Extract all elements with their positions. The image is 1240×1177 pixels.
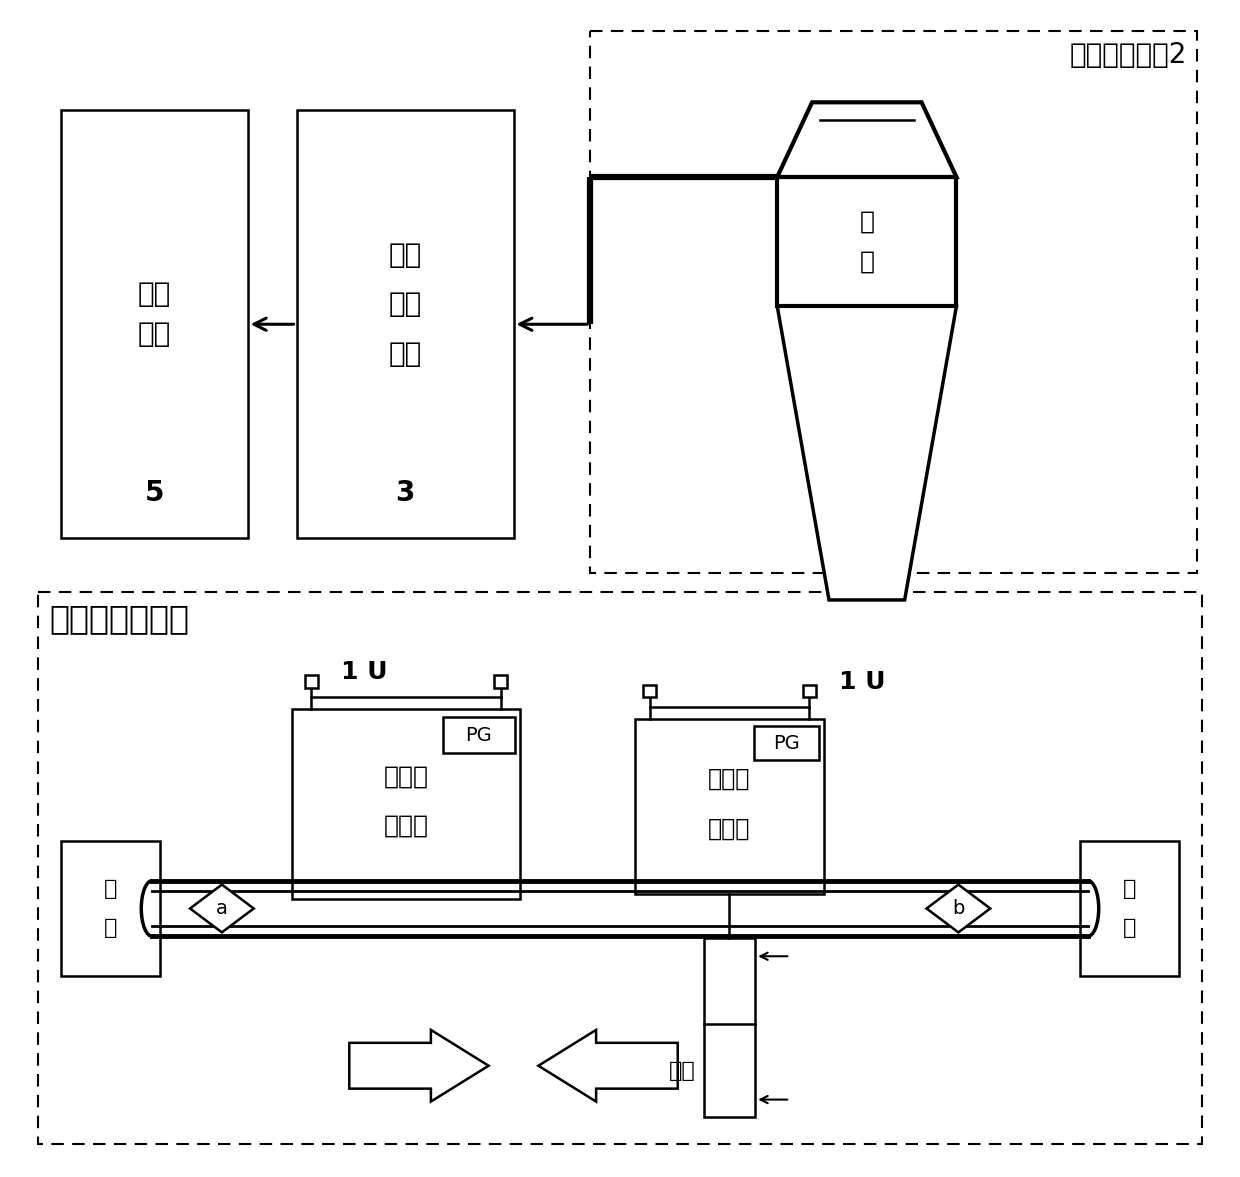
Text: 模块: 模块 [388,340,422,368]
Text: 缺陷: 缺陷 [388,240,422,268]
Text: 机: 机 [104,918,117,938]
Text: 第二活: 第二活 [383,764,429,789]
Text: 检测: 检测 [388,291,422,318]
Text: 1 U: 1 U [341,659,388,684]
Bar [443,718,515,753]
Text: 机: 机 [1123,918,1136,938]
Bar [296,111,513,538]
Text: 客户: 客户 [138,280,171,308]
Text: 第一活: 第一活 [708,766,750,791]
Text: 运动控制模块１: 运动控制模块１ [50,601,190,634]
Text: b: b [952,899,965,918]
Bar [291,710,521,898]
Bar [777,177,956,306]
Bar [703,938,755,1117]
Bar [61,111,248,538]
Text: 电: 电 [1123,878,1136,898]
Bar [61,840,160,976]
Polygon shape [190,885,254,932]
Bar [635,719,825,893]
Text: 图像采集模块2: 图像采集模块2 [1070,40,1188,68]
Polygon shape [926,885,991,932]
Bar [754,726,820,760]
Polygon shape [350,1030,489,1102]
Text: 动机构: 动机构 [708,817,750,840]
Bar [1080,840,1179,976]
Bar [802,685,816,698]
Bar [644,685,656,698]
Text: 气缸: 气缸 [668,1060,696,1080]
Text: a: a [216,899,228,918]
Polygon shape [538,1030,678,1102]
Polygon shape [777,102,956,177]
Bar [590,31,1198,573]
Text: 3: 3 [396,479,414,507]
Text: 相: 相 [859,210,874,234]
Bar [305,674,317,687]
Bar [37,592,1203,1144]
Text: 机: 机 [859,250,874,273]
Text: 电: 电 [104,878,117,898]
Text: PG: PG [465,726,492,745]
Bar [494,674,507,687]
Text: 动机构: 动机构 [383,813,429,838]
Text: PG: PG [774,733,800,753]
Text: 5: 5 [144,479,164,507]
Polygon shape [777,306,956,600]
Text: 1 U: 1 U [839,670,885,693]
Text: 终端: 终端 [138,320,171,348]
